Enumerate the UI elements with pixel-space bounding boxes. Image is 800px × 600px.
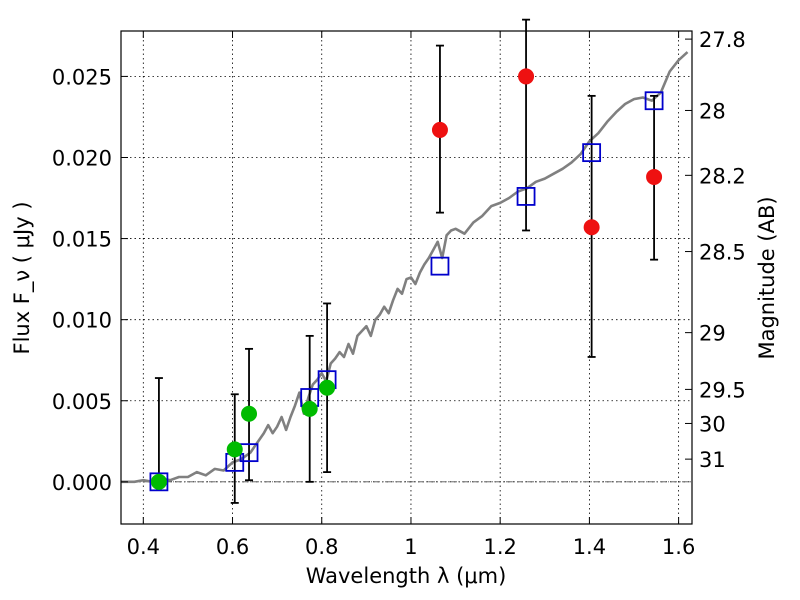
- right-tick-labels: 27.8 28 28.2 28.5 29 29.5 30 31: [699, 28, 746, 472]
- x-tick-label: 1.2: [483, 535, 516, 559]
- model-spectrum-line: [121, 51, 689, 484]
- axis-ticks: [121, 31, 692, 524]
- x-axis-label: Wavelength λ (μm): [306, 564, 507, 588]
- x-tick-label: 1.4: [573, 535, 606, 559]
- y-tick-label: 0.015: [52, 228, 112, 252]
- x-tick-label: 0.8: [305, 535, 338, 559]
- y-tick-label: 0.020: [52, 146, 112, 170]
- right-tick-label: 29.5: [699, 378, 746, 402]
- y-tick-label: 0.010: [52, 309, 112, 333]
- observed-green-point: [241, 405, 258, 422]
- model-spectrum: [121, 51, 689, 484]
- observed-red-point: [518, 68, 535, 85]
- synthetic-square-point: [516, 187, 536, 206]
- right-tick-label: 28.2: [699, 164, 746, 188]
- observed-red-point: [646, 168, 663, 185]
- observed-red-point: [583, 219, 600, 236]
- x-tick-labels: 0.4 0.6 0.8 1 1.2 1.4 1.6: [127, 535, 696, 559]
- y-tick-label: 0.025: [52, 65, 112, 89]
- synthetic-square-point: [644, 91, 664, 111]
- grid: [121, 31, 692, 524]
- y-tick-labels: 0.000 0.005 0.010 0.015 0.020 0.025: [52, 65, 112, 494]
- observed-green-point: [301, 400, 318, 417]
- y-tick-label: 0.000: [52, 471, 112, 495]
- right-tick-label: 27.8: [699, 28, 746, 52]
- observed-red-point: [431, 121, 448, 138]
- x-tick-label: 0.6: [216, 535, 249, 559]
- y-axis-label: Flux F_ν ( μJy ): [10, 201, 35, 354]
- right-tick-label: 29: [699, 322, 726, 346]
- observed-green-point: [150, 473, 167, 490]
- error-bars: [154, 18, 659, 504]
- x-tick-label: 0.4: [127, 535, 160, 559]
- right-axis-label: Magnitude (AB): [755, 196, 779, 359]
- right-tick-label: 28: [699, 99, 726, 123]
- plot-frame: [120, 30, 693, 525]
- observed-photometry-markers: [150, 68, 663, 490]
- right-tick-label: 28.5: [699, 241, 746, 265]
- observed-green-point: [226, 441, 243, 458]
- synthetic-square-point: [582, 143, 602, 163]
- right-tick-label: 31: [699, 448, 726, 472]
- x-tick-label: 1: [404, 535, 417, 559]
- synthetic-square-point: [149, 472, 169, 492]
- synthetic-photometry-markers: [149, 91, 664, 492]
- x-tick-label: 1.6: [662, 535, 695, 559]
- right-tick-label: 30: [699, 412, 726, 436]
- y-tick-label: 0.005: [52, 390, 112, 414]
- observed-green-point: [319, 379, 336, 396]
- synthetic-square-point: [430, 256, 450, 276]
